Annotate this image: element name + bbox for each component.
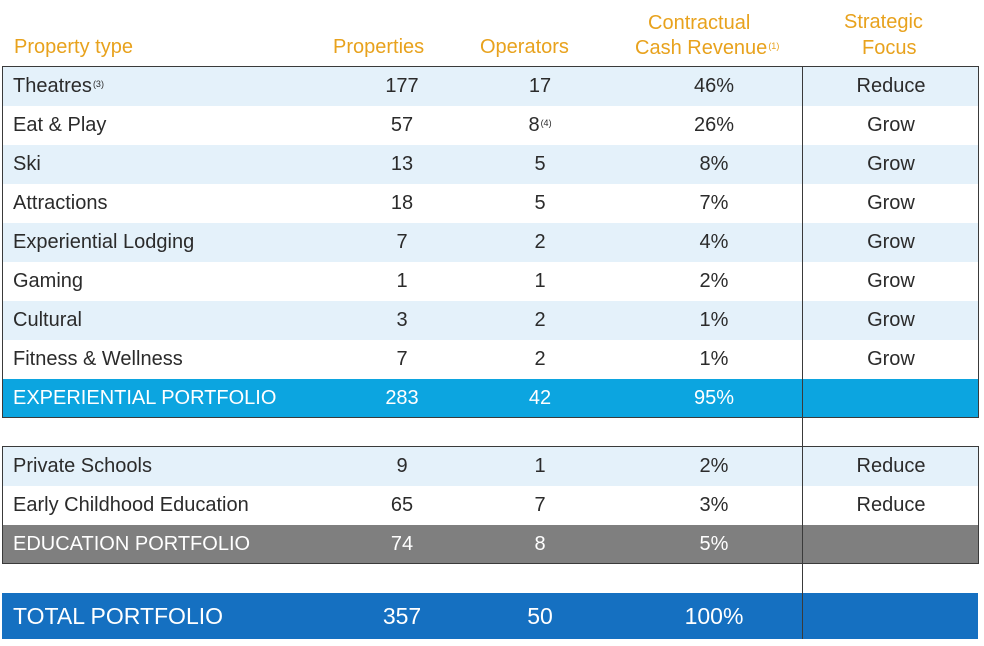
cell-focus: Grow <box>867 231 915 253</box>
cell-properties: 7 <box>396 231 408 253</box>
total-portfolio-row: TOTAL PORTFOLIO 357 50 100% <box>2 593 978 639</box>
cell-operators: 5 <box>534 192 546 214</box>
cell-property-type: TOTAL PORTFOLIO <box>13 603 224 629</box>
cell-revenue: 46% <box>693 75 735 97</box>
table-row: Private Schools 9 1 2% Reduce <box>2 447 978 486</box>
cell-focus: Grow <box>867 309 915 331</box>
table-row: Cultural 3 2 1% Grow <box>2 301 978 340</box>
cell-property-type: Fitness & Wellness <box>13 348 183 370</box>
cell-properties: 3 <box>396 309 408 331</box>
cell-property-type: EDUCATION PORTFOLIO <box>13 533 251 555</box>
cell-operators: 2 <box>534 348 546 370</box>
header-revenue-label: Cash Revenue <box>635 37 768 59</box>
cell-operators: 1 <box>534 455 546 477</box>
table-row: Fitness & Wellness 7 2 1% Grow <box>2 340 978 379</box>
column-divider <box>802 66 803 639</box>
cell-properties: 57 <box>390 114 414 136</box>
cell-focus: Grow <box>867 270 915 292</box>
cell-focus: Grow <box>867 348 915 370</box>
cell-revenue: 5% <box>699 533 729 555</box>
cell-properties: 177 <box>385 75 419 97</box>
cell-properties: 7 <box>396 348 408 370</box>
cell-property-type: Early Childhood Education <box>13 494 249 516</box>
cell-properties: 13 <box>390 153 414 175</box>
cell-focus: Grow <box>867 153 915 175</box>
experiential-total-row: EXPERIENTIAL PORTFOLIO 283 42 95% <box>2 379 978 418</box>
cell-focus: Reduce <box>856 75 926 97</box>
cell-properties: 1 <box>396 270 408 292</box>
cell-revenue: 95% <box>693 387 735 409</box>
header-focus-line2: Focus <box>862 37 917 59</box>
header-revenue-line2: Cash Revenue(1) <box>635 35 779 61</box>
cell-operators: 17 <box>528 75 552 97</box>
cell-property-type: Attractions <box>13 192 108 214</box>
table-row: Early Childhood Education 65 7 3% Reduce <box>2 486 978 525</box>
table-row: Attractions 18 5 7% Grow <box>2 184 978 223</box>
table-row: Experiential Lodging 7 2 4% Grow <box>2 223 978 262</box>
cell-revenue: 1% <box>699 348 729 370</box>
cell-revenue: 4% <box>699 231 729 253</box>
table-row: Ski 13 5 8% Grow <box>2 145 978 184</box>
cell-focus: Grow <box>867 192 915 214</box>
cell-focus: Grow <box>867 114 915 136</box>
cell-operators: 5 <box>534 153 546 175</box>
cell-revenue: 26% <box>693 114 735 136</box>
cell-property-type: Gaming <box>13 270 84 292</box>
cell-operators: 1 <box>534 270 546 292</box>
cell-focus: Reduce <box>856 494 926 516</box>
education-total-row: EDUCATION PORTFOLIO 74 8 5% <box>2 525 978 564</box>
cell-properties: 9 <box>396 455 408 477</box>
footnote-marker: (4) <box>540 118 552 128</box>
cell-operators: 2 <box>534 231 546 253</box>
cell-property-type: Private Schools <box>13 455 152 477</box>
header-operators: Operators <box>480 36 569 58</box>
header-property-type: Property type <box>14 36 133 58</box>
cell-properties: 18 <box>390 192 414 214</box>
cell-properties: 74 <box>390 533 414 555</box>
cell-revenue: 7% <box>699 192 729 214</box>
cell-revenue: 100% <box>684 603 744 629</box>
cell-property-type: EXPERIENTIAL PORTFOLIO <box>13 387 277 409</box>
cell-properties: 283 <box>385 387 419 409</box>
cell-property-type: Experiential Lodging <box>13 231 195 253</box>
cell-revenue: 8% <box>699 153 729 175</box>
table-row: Theatres(3) 177 17 46% Reduce <box>2 67 978 106</box>
table-row: Gaming 1 1 2% Grow <box>2 262 978 301</box>
footnote-marker: (3) <box>92 79 104 89</box>
header-properties: Properties <box>333 36 425 58</box>
cell-operators: 8 <box>534 533 546 555</box>
cell-revenue: 3% <box>699 494 729 516</box>
cell-property-type: Theatres(3) <box>13 75 104 97</box>
cell-operators: 8(4) <box>528 114 552 136</box>
header-focus-line1: Strategic <box>844 11 923 33</box>
cell-properties: 65 <box>390 494 414 516</box>
cell-properties: 357 <box>382 603 422 629</box>
cell-focus: Reduce <box>856 455 926 477</box>
cell-property-type: Eat & Play <box>13 114 107 136</box>
cell-revenue: 2% <box>699 270 729 292</box>
header-revenue-note: (1) <box>768 41 780 51</box>
cell-revenue: 2% <box>699 455 729 477</box>
cell-operators: 50 <box>527 603 553 629</box>
header-revenue-line1: Contractual <box>648 12 751 34</box>
cell-operators: 7 <box>534 494 546 516</box>
cell-operators: 42 <box>528 387 552 409</box>
table-row: Eat & Play 57 8(4) 26% Grow <box>2 106 978 145</box>
cell-property-type: Ski <box>13 153 41 175</box>
cell-revenue: 1% <box>699 309 729 331</box>
cell-operators: 2 <box>534 309 546 331</box>
cell-property-type: Cultural <box>13 309 82 331</box>
